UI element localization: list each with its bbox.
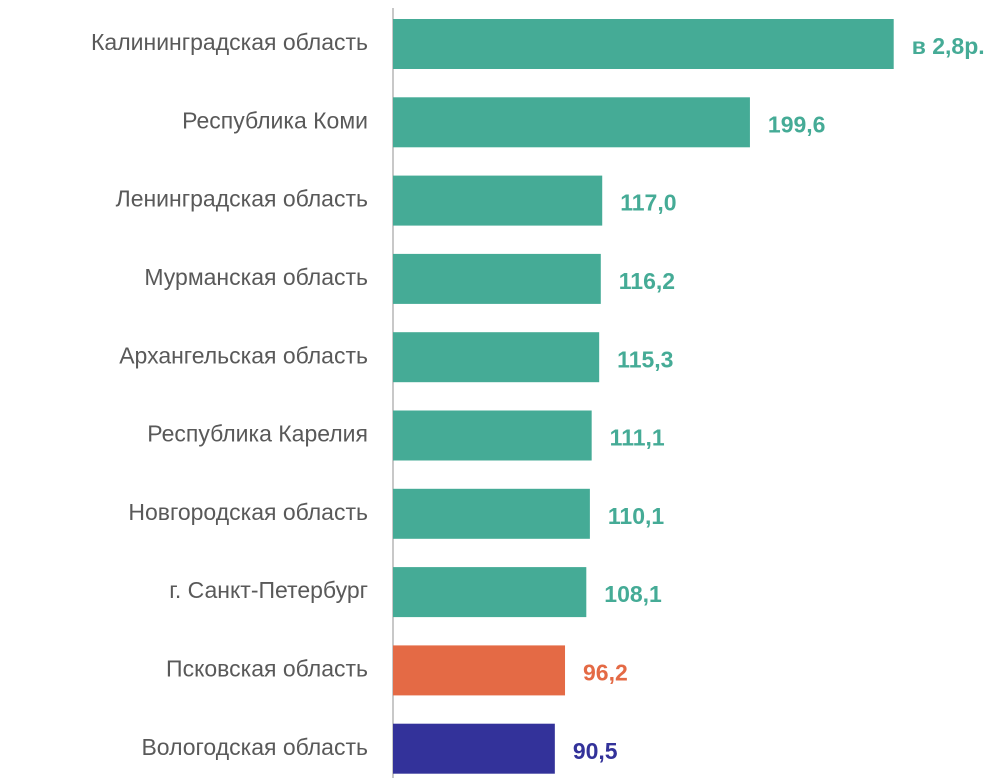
category-label: Архангельская область bbox=[119, 342, 368, 368]
value-label: в 2,8р. bbox=[912, 33, 985, 59]
category-label: Вологодская область bbox=[141, 734, 368, 760]
bar bbox=[393, 410, 592, 461]
value-label: 111,1 bbox=[610, 425, 665, 451]
value-label: 108,1 bbox=[604, 581, 662, 607]
bar bbox=[393, 19, 894, 69]
category-label: Мурманская область bbox=[144, 264, 368, 290]
value-label: 96,2 bbox=[583, 659, 628, 685]
value-label: 117,0 bbox=[620, 190, 676, 216]
bar bbox=[393, 488, 590, 539]
bar bbox=[393, 253, 601, 304]
value-label: 199,6 bbox=[768, 111, 826, 137]
category-label: Республика Карелия bbox=[147, 421, 368, 447]
bar bbox=[393, 567, 587, 618]
bar bbox=[393, 645, 566, 696]
bar bbox=[393, 723, 555, 774]
category-label: Калининградская область bbox=[91, 29, 368, 55]
bar bbox=[393, 332, 600, 383]
category-label: Ленинградская область bbox=[116, 186, 368, 212]
bar bbox=[393, 175, 603, 226]
category-label: г. Санкт-Петербург bbox=[169, 577, 368, 603]
value-label: 115,3 bbox=[617, 346, 673, 372]
bar bbox=[393, 97, 750, 148]
category-label: Республика Коми bbox=[182, 107, 368, 133]
category-label: Новгородская область bbox=[128, 499, 368, 525]
value-label: 110,1 bbox=[608, 503, 664, 529]
category-label: Псковская область bbox=[166, 655, 368, 681]
value-label: 116,2 bbox=[619, 268, 675, 294]
value-label: 90,5 bbox=[573, 738, 618, 764]
